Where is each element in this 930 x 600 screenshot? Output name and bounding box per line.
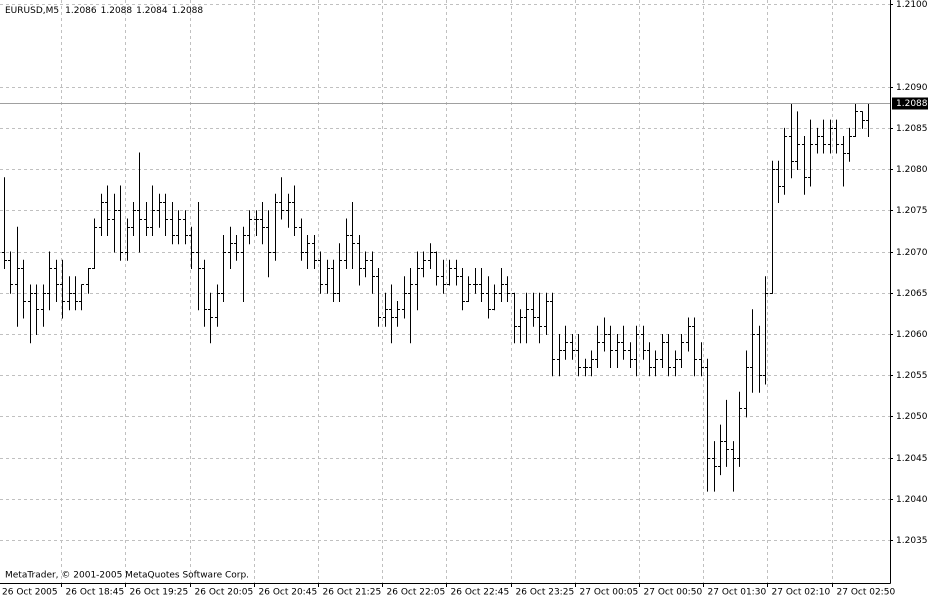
x-tick-label: 27 Oct 00:50	[644, 588, 703, 598]
x-tick-label: 26 Oct 23:25	[516, 588, 575, 598]
header-open: 1.2086	[65, 6, 97, 16]
chart-header: EURUSD,M5 1.2086 1.2088 1.2084 1.2088	[5, 6, 203, 16]
y-tick-label: 1.2040	[896, 495, 928, 505]
x-tick-label: 27 Oct 01:30	[708, 588, 767, 598]
x-tick-label: 27 Oct 02:50	[837, 588, 896, 598]
x-tick-label: 27 Oct 00:05	[580, 588, 639, 598]
y-tick-label: 1.2065	[896, 289, 928, 299]
y-tick-label: 1.2075	[896, 206, 928, 216]
x-tick-label: 26 Oct 2005	[2, 588, 58, 598]
x-tick-label: 26 Oct 20:05	[195, 588, 254, 598]
symbol: EURUSD,M5	[5, 6, 59, 16]
header-high: 1.2088	[101, 6, 133, 16]
grid	[0, 0, 890, 583]
y-tick-label: 1.2035	[896, 536, 928, 546]
y-tick-label: 1.2085	[896, 124, 928, 134]
y-tick-label: 1.2050	[896, 412, 928, 422]
y-tick-label: 1.2080	[896, 165, 928, 175]
y-tick-label: 1.2045	[896, 454, 928, 464]
copyright: MetaTrader, © 2001-2005 MetaQuotes Softw…	[5, 571, 249, 581]
x-tick-label: 26 Oct 19:25	[130, 588, 189, 598]
current-price-box	[892, 97, 928, 110]
x-tick-label: 26 Oct 22:45	[451, 588, 510, 598]
x-tick-label: 26 Oct 21:25	[323, 588, 382, 598]
y-tick-label: 1.2070	[896, 248, 928, 258]
x-tick-label: 26 Oct 20:45	[259, 588, 318, 598]
price-bars	[2, 103, 871, 492]
y-tick-label: 1.2100	[896, 0, 928, 10]
y-tick-label: 1.2060	[896, 330, 928, 340]
x-tick-label: 26 Oct 18:45	[66, 588, 125, 598]
x-tick-label: 27 Oct 02:10	[772, 588, 831, 598]
header-close: 1.2088	[172, 6, 204, 16]
current-price-label: 1.2088	[896, 99, 928, 109]
x-tick-label: 26 Oct 22:05	[387, 588, 446, 598]
y-tick-label: 1.2055	[896, 371, 928, 381]
y-tick-label: 1.2090	[896, 83, 928, 93]
header-low: 1.2084	[136, 6, 168, 16]
